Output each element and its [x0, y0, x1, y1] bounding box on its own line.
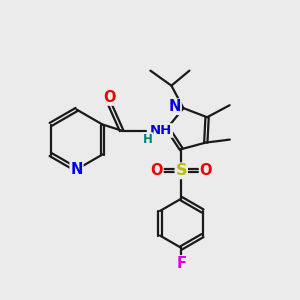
Text: O: O [150, 163, 163, 178]
Text: N: N [70, 162, 83, 177]
Text: F: F [176, 256, 186, 271]
Text: S: S [176, 163, 187, 178]
Text: O: O [200, 163, 212, 178]
Text: H: H [143, 133, 153, 146]
Text: NH: NH [150, 124, 172, 137]
Text: O: O [103, 90, 116, 105]
Text: N: N [169, 99, 181, 114]
